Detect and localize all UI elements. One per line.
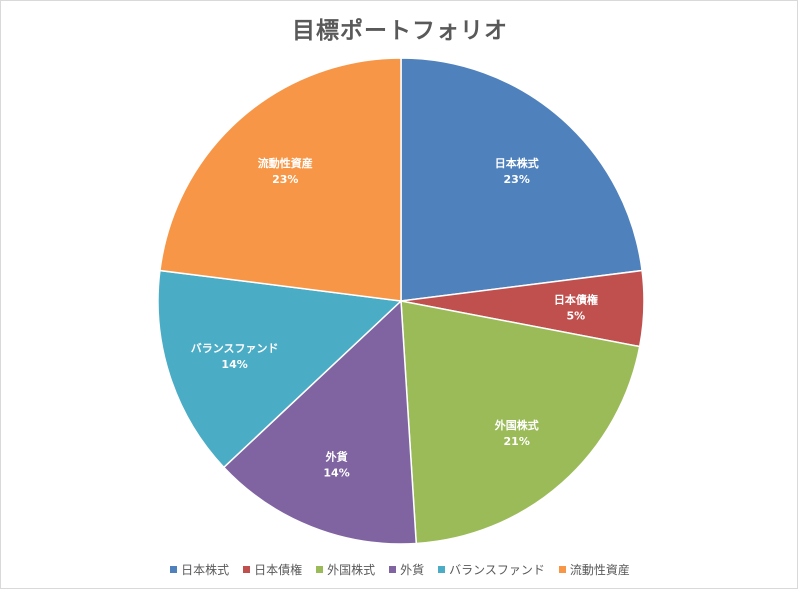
slice-category-label: バランスファンド	[191, 342, 279, 355]
legend: 日本株式 日本債権 外国株式 外貨 バランスファンド 流動性資産	[1, 561, 798, 578]
pie-slice-4[interactable]	[222, 299, 418, 545]
legend-swatch	[389, 566, 397, 573]
slice-value-label: 23%	[504, 173, 530, 186]
legend-item: 流動性資産	[558, 561, 630, 578]
pie-slice-3[interactable]	[400, 300, 641, 545]
slice-value-label: 14%	[323, 467, 349, 480]
legend-swatch	[316, 566, 324, 573]
legend-item: バランスファンド	[438, 561, 545, 578]
legend-swatch	[170, 566, 178, 573]
legend-item: 日本債権	[243, 561, 302, 578]
pie-slice-1[interactable]	[400, 57, 643, 302]
legend-label: 流動性資産	[569, 563, 630, 577]
legend-swatch	[243, 566, 251, 573]
legend-label: 外国株式	[327, 563, 376, 577]
legend-item: 日本株式	[170, 561, 229, 578]
legend-label: 日本債権	[254, 563, 303, 577]
legend-item: 外国株式	[316, 561, 375, 578]
legend-label: 日本株式	[181, 563, 230, 577]
slice-value-label: 14%	[221, 358, 247, 371]
slice-category-label: 日本債権	[554, 292, 598, 306]
legend-label: バランスファンド	[449, 563, 545, 577]
pie-slice-5[interactable]	[157, 269, 403, 469]
slice-category-label: 外貨	[325, 450, 348, 464]
legend-swatch	[558, 566, 566, 573]
pie-slice-6[interactable]	[159, 57, 402, 302]
slice-value-label: 21%	[504, 435, 530, 448]
slice-category-label: 流動性資産	[258, 156, 313, 170]
legend-label: 外貨	[400, 563, 425, 577]
chart-title: 目標ポートフォリオ	[292, 18, 508, 44]
slice-category-label: 外国株式	[494, 418, 539, 432]
slice-category-label: 日本株式	[495, 156, 539, 170]
slice-value-label: 5%	[567, 309, 586, 322]
slice-value-label: 23%	[272, 173, 298, 186]
legend-swatch	[438, 566, 446, 573]
legend-item: 外貨	[389, 561, 424, 578]
